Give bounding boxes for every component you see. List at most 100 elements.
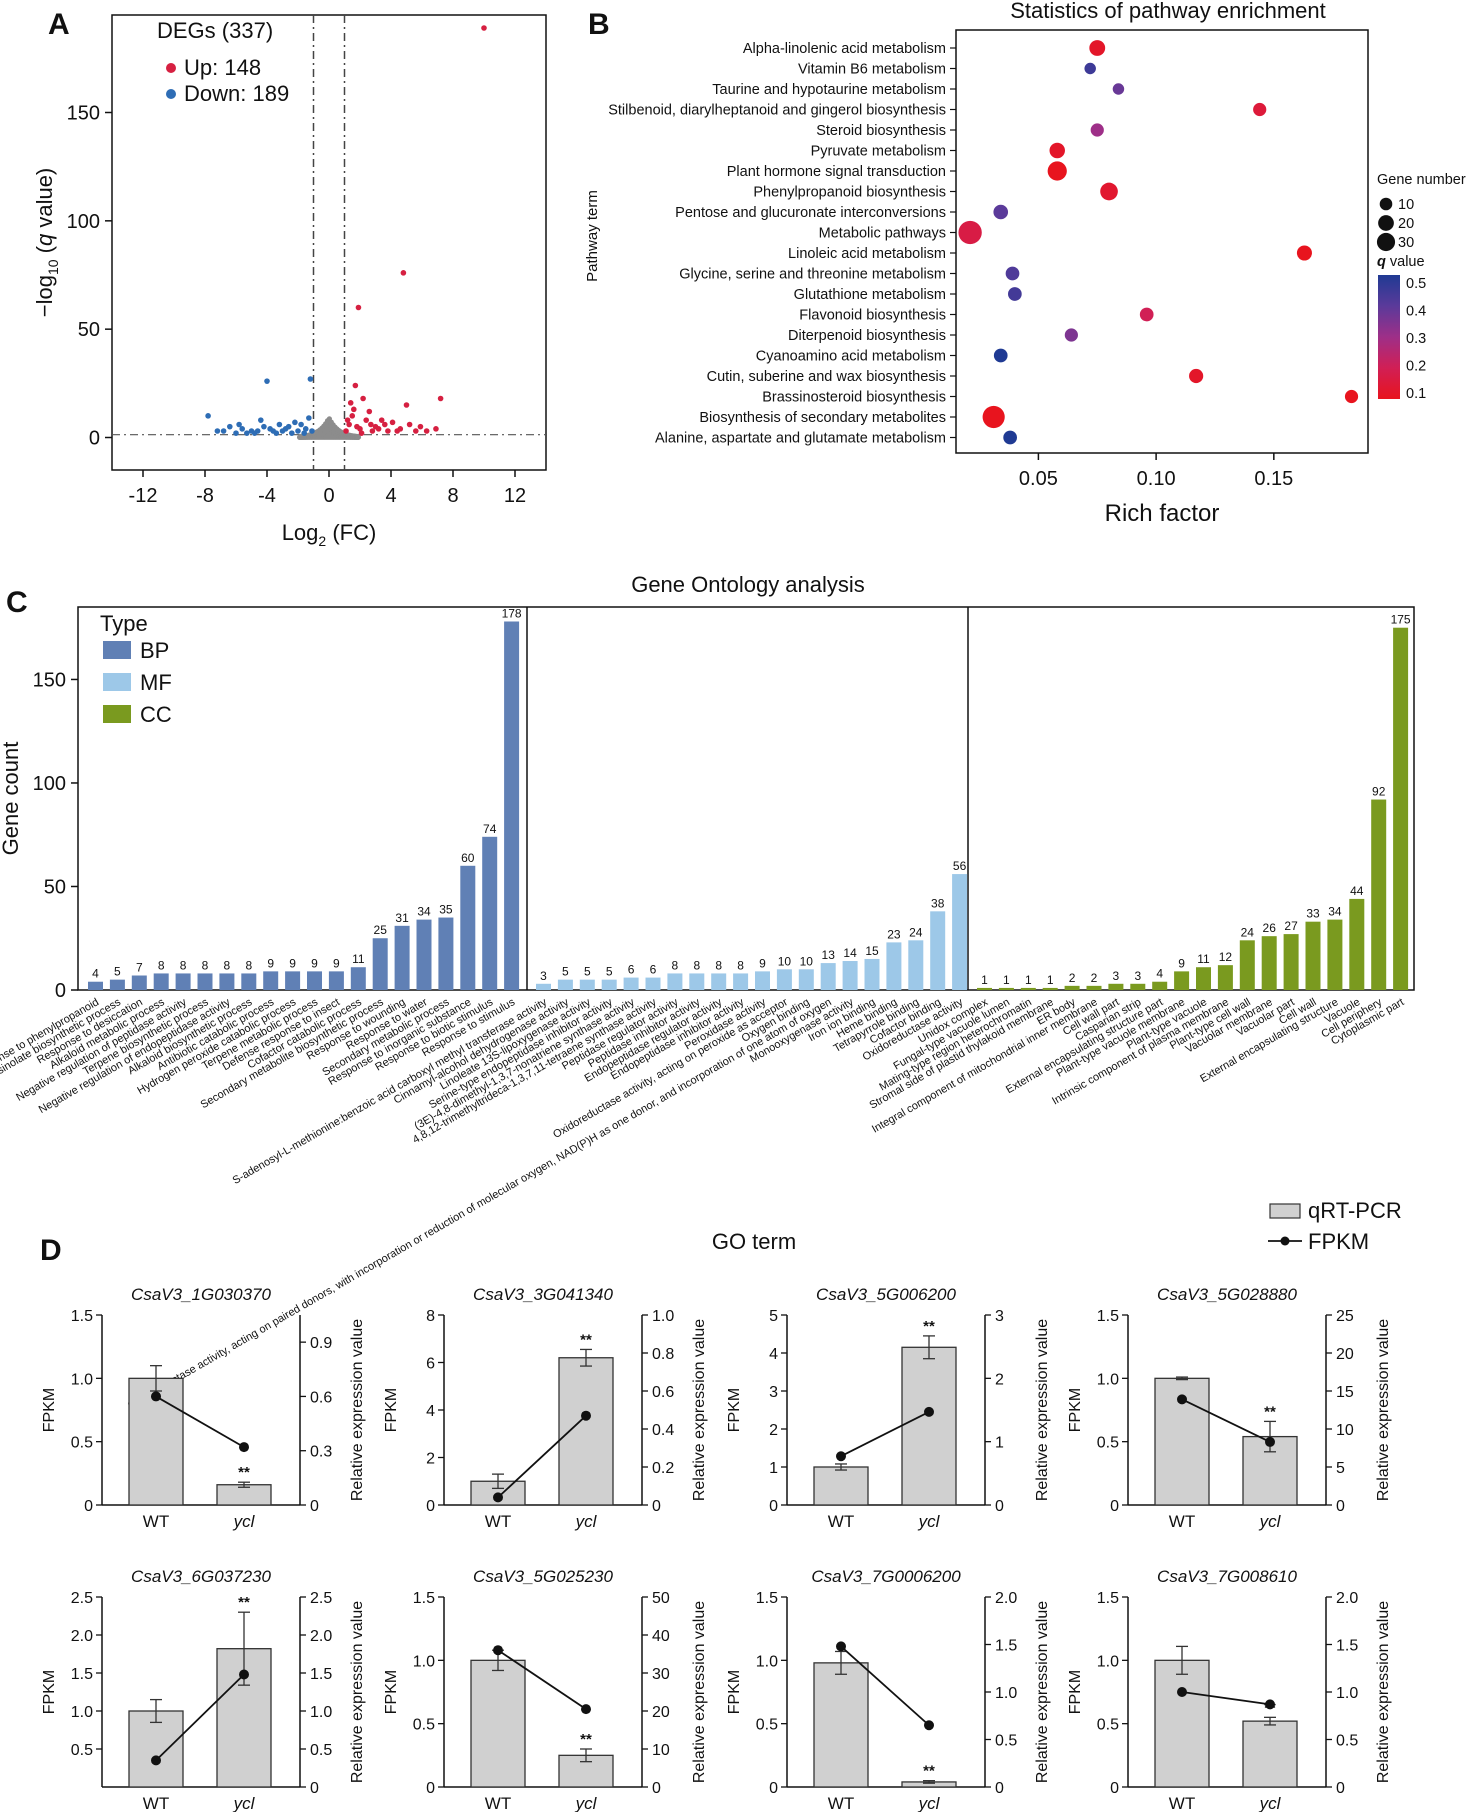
upregulated-point <box>349 413 356 419</box>
panel-label-c: C <box>6 586 28 619</box>
pathway-enrichment-point <box>958 220 982 245</box>
pathway-term-label: Flavonoid biosynthesis <box>799 308 946 324</box>
downregulated-point <box>233 430 239 436</box>
left-tick-label: 2.0 <box>71 1628 93 1645</box>
right-tick-label: 0.9 <box>310 1335 332 1352</box>
go-bar-value-label: 2 <box>1091 971 1098 985</box>
pathway-term-label: Metabolic pathways <box>819 226 946 242</box>
relative-expression-axis-label: Relative expression value <box>1034 1319 1051 1501</box>
fpkm-point <box>581 1704 591 1715</box>
go-bar-value-label: 12 <box>1219 950 1233 964</box>
go-bar-value-label: 8 <box>202 958 209 972</box>
volcano-plot-frame <box>111 14 547 471</box>
go-bar-value-label: 6 <box>628 963 635 977</box>
upregulated-point <box>378 417 385 423</box>
upregulated-point <box>400 270 407 276</box>
expression-subplot: CsaV3_3G041340 0 2 4 6 8 0 0.2 0.4 0.6 0.8 1.0 FPKM R… <box>383 1285 708 1531</box>
go-y-tick-label: 100 <box>33 773 66 795</box>
upregulated-point <box>385 428 391 434</box>
expression-subplot: CsaV3_7G008610 0 0.5 1.0 1.5 0 0.5 1.0 1.5 2.0 FPK… <box>1067 1567 1392 1812</box>
pathway-chart-title: Statistics of pathway enrichment <box>1010 0 1325 23</box>
q-value-legend-title: q value <box>1377 254 1425 270</box>
right-tick-label: 0 <box>1336 1498 1345 1515</box>
upregulated-point <box>433 426 439 432</box>
q-value-colorbar <box>1378 275 1400 399</box>
go-bar-value-label: 15 <box>865 944 879 958</box>
qrt-pcr-bar <box>813 1466 869 1506</box>
downregulated-point <box>254 428 261 434</box>
go-bar-mf <box>733 973 749 990</box>
expression-validation-grid: qRT-PCR FPKM CsaV3_1G030370 0 0.5 1.0 1.5 0 0.3 0… <box>41 1198 1402 1812</box>
q-value-legend-tick: 0.3 <box>1406 331 1426 347</box>
left-tick-label: 1.0 <box>1097 1653 1119 1670</box>
fpkm-point <box>924 1406 934 1417</box>
downregulated-point <box>298 421 304 428</box>
significance-marker: ** <box>923 1318 935 1335</box>
go-legend-label: MF <box>140 670 172 695</box>
qrt-pcr-bar <box>128 1710 184 1788</box>
left-tick-label: 0.5 <box>413 1717 435 1734</box>
volcano-x-tick-label: -12 <box>129 485 158 507</box>
pathway-enrichment-point <box>1003 430 1017 445</box>
upregulated-point <box>481 25 487 31</box>
go-bar-mf <box>557 979 573 990</box>
go-legend-title: Type <box>100 611 148 636</box>
relative-expression-axis-label: Relative expression value <box>1375 1319 1392 1501</box>
go-bar-bp <box>197 973 213 990</box>
go-y-axis-label: Gene count <box>0 742 23 856</box>
fpkm-line <box>1181 1691 1271 1706</box>
gene-number-legend-marker <box>1379 197 1393 211</box>
go-bar-value-label: 27 <box>1284 919 1298 933</box>
go-bar-value-label: 1 <box>981 973 988 987</box>
pathway-term-label: Vitamin B6 metabolism <box>798 62 946 78</box>
fpkm-point <box>239 1442 249 1453</box>
q-value-legend-q: q <box>1377 254 1386 270</box>
go-bar-value-label: 34 <box>417 905 431 919</box>
go-bar-value-label: 8 <box>672 958 679 972</box>
left-tick-label: 2.5 <box>71 1590 93 1607</box>
go-bar-cc <box>1371 799 1387 990</box>
go-legend-swatch-mf <box>103 673 131 691</box>
volcano-legend-label: Down: 189 <box>184 81 289 106</box>
qrt-pcr-bar <box>1154 1659 1210 1788</box>
go-bar-value-label: 4 <box>92 967 99 981</box>
downregulated-point <box>227 423 233 430</box>
gene-id-title: CsaV3_7G0006200 <box>811 1567 961 1586</box>
pathway-enrichment-point <box>1189 368 1204 384</box>
right-tick-label: 1.0 <box>310 1704 332 1721</box>
downregulated-point <box>264 378 270 384</box>
upregulated-point <box>346 421 352 428</box>
left-tick-label: 1.5 <box>1097 1590 1119 1607</box>
qrt-pcr-bar <box>470 1659 526 1788</box>
downregulated-point <box>309 428 315 434</box>
relative-expression-axis-label: Relative expression value <box>1375 1601 1392 1783</box>
go-bar-value-label: 9 <box>289 956 296 970</box>
volcano-y-label-main: −log <box>32 275 57 317</box>
go-bar-value-label: 5 <box>584 965 591 979</box>
q-value-legend-tick: 0.1 <box>1406 386 1426 402</box>
upregulated-point <box>366 408 373 415</box>
fpkm-line <box>1181 1398 1271 1443</box>
gene-id-title: CsaV3_5G006200 <box>816 1285 956 1304</box>
upregulated-point <box>368 421 374 428</box>
q-value-legend-tick: 0.4 <box>1406 304 1426 320</box>
pathway-enrichment-point <box>1005 266 1020 281</box>
go-bar-value-label: 8 <box>715 958 722 972</box>
pathway-enrichment-point <box>982 405 1005 429</box>
qrt-pcr-bar <box>813 1662 869 1788</box>
pathway-term-label: Alanine, aspartate and glutamate metabol… <box>655 431 946 447</box>
go-bar-value-label: 25 <box>374 923 388 937</box>
left-tick-label: 8 <box>426 1308 435 1325</box>
go-bar-bp <box>504 621 520 990</box>
go-bar-mf <box>798 969 814 990</box>
go-bar-value-label: 6 <box>650 963 657 977</box>
left-tick-label: 1.5 <box>756 1590 778 1607</box>
left-tick-label: 1.5 <box>71 1666 93 1683</box>
go-bar-bp <box>438 917 454 990</box>
volcano-x-label-rest: (FC) <box>326 520 376 545</box>
upregulated-point <box>354 423 360 430</box>
right-tick-label: 3 <box>995 1308 1004 1325</box>
go-bar-value-label: 33 <box>1306 907 1320 921</box>
expression-subplot: CsaV3_1G030370 0 0.5 1.0 1.5 0 0.3 0.6 0.9 FPKM Re… <box>41 1285 366 1531</box>
gene-number-legend-label: 20 <box>1398 216 1414 232</box>
